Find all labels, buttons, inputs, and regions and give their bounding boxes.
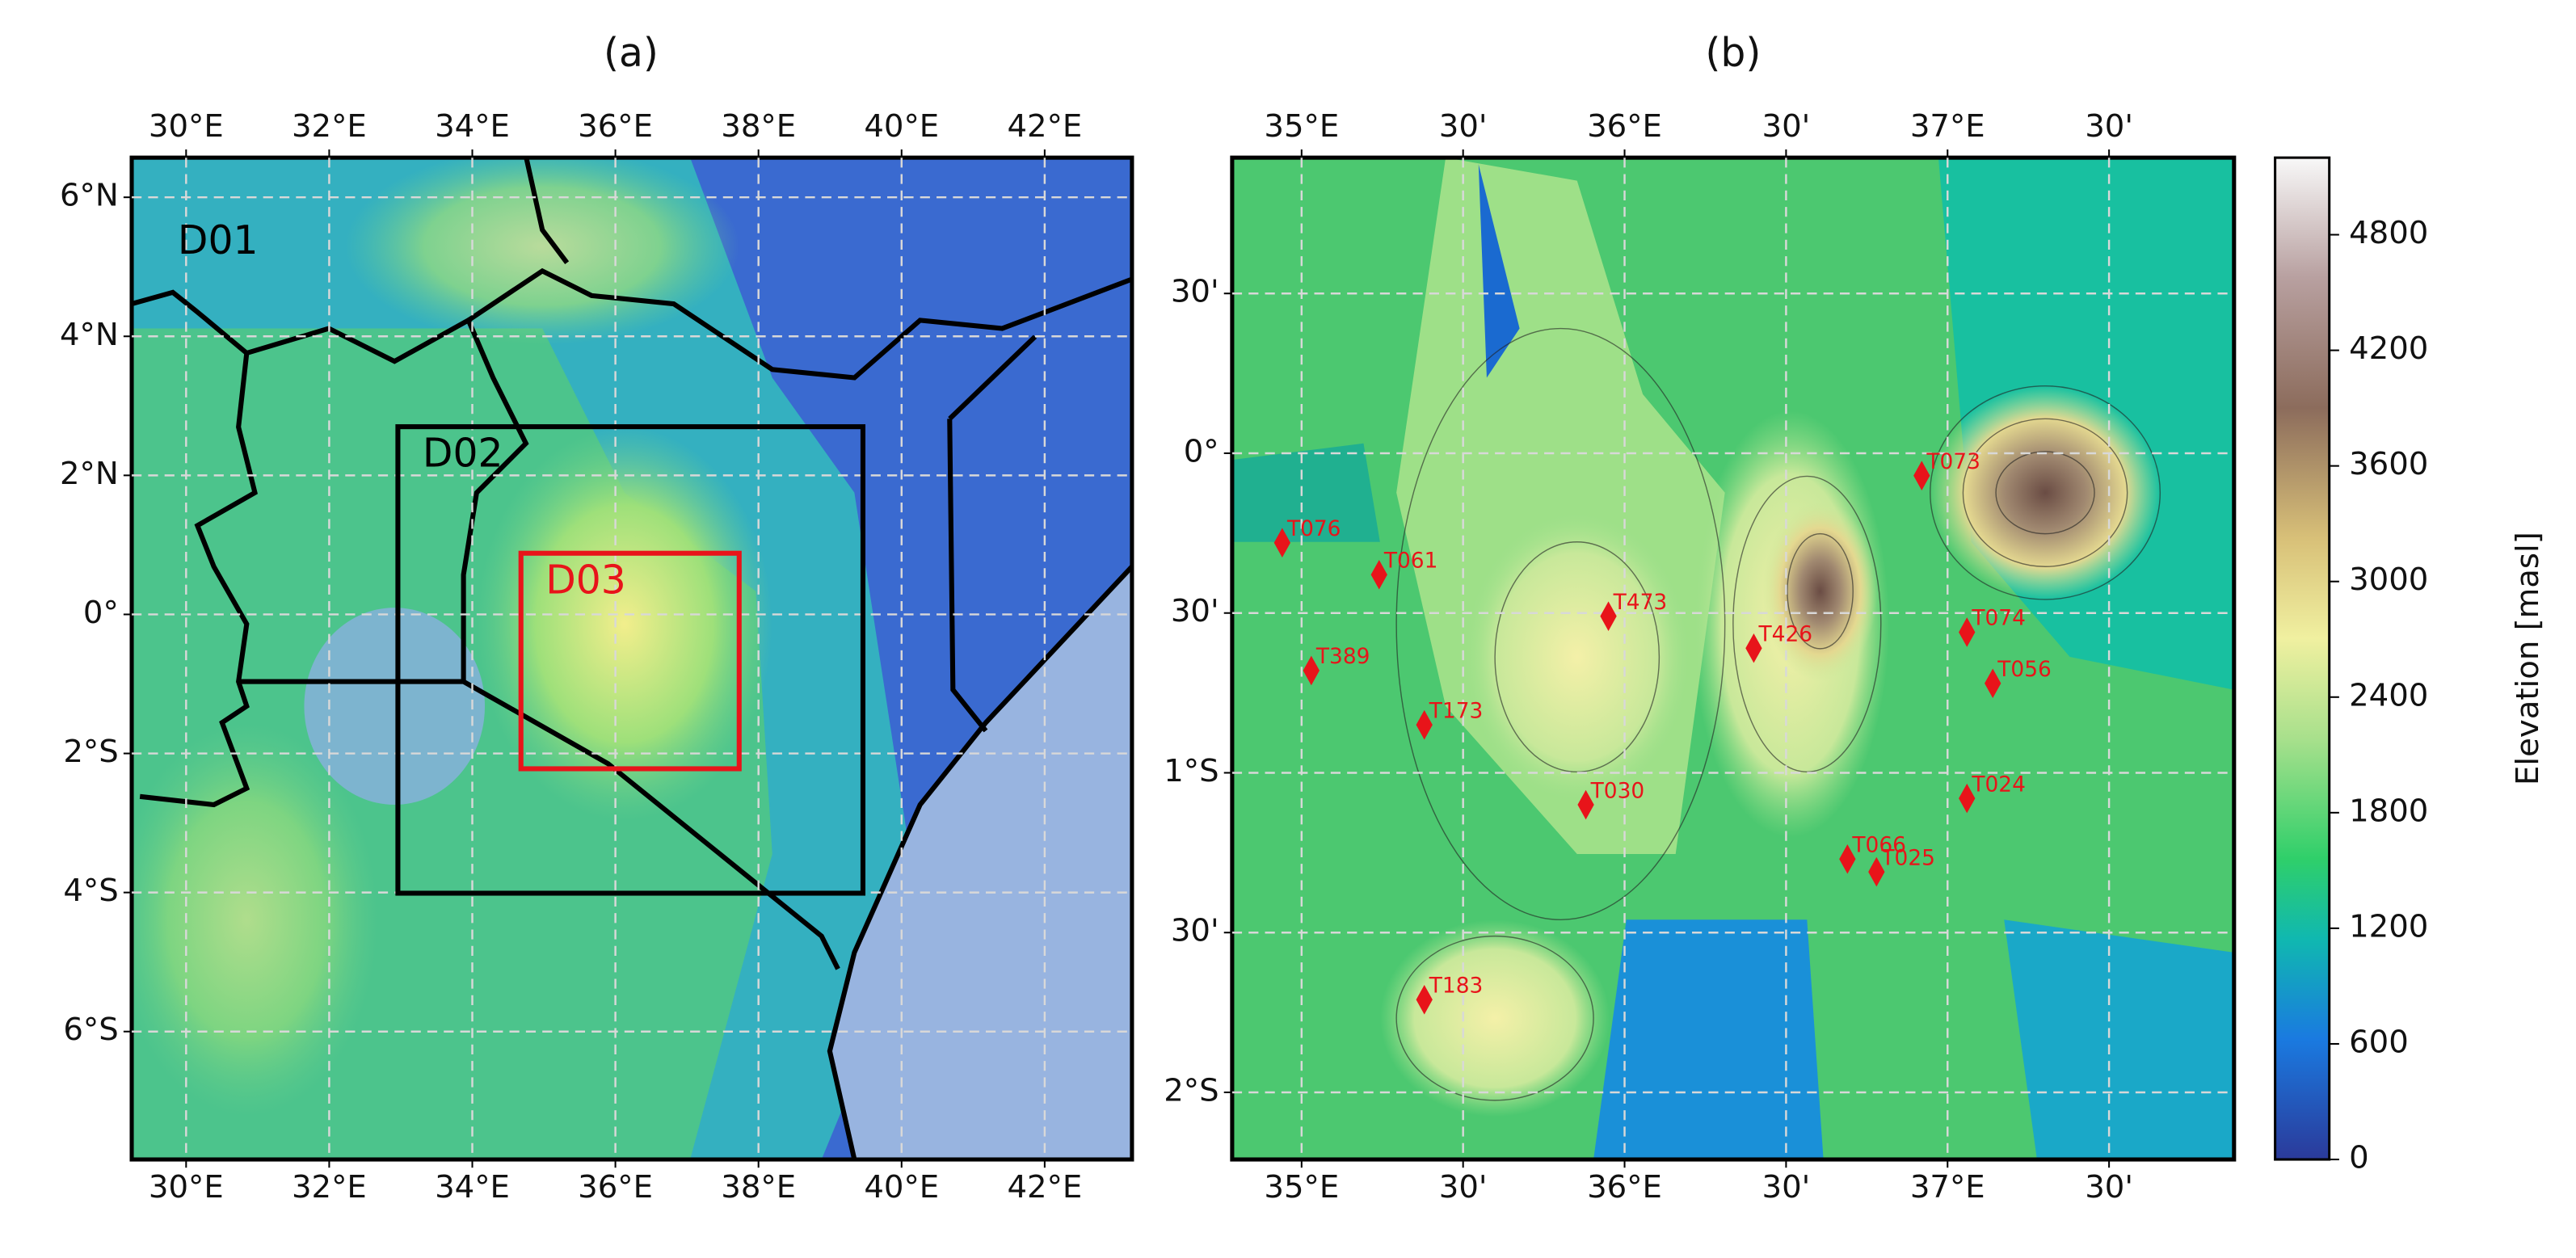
x-tick-label: 30' <box>1439 1169 1488 1205</box>
x-tick-label: 36°E <box>578 108 653 145</box>
colorbar-tick-label: 0 <box>2349 1140 2369 1176</box>
colorbar-tick-label: 2400 <box>2349 677 2428 713</box>
station-marker <box>1416 984 1433 1015</box>
x-tick-label: 34°E <box>435 108 510 145</box>
domain-label: D02 <box>423 431 503 477</box>
colorbar <box>2274 156 2331 1161</box>
panel-a-map <box>132 158 1132 1160</box>
y-tick-label: 30' <box>1171 593 1219 629</box>
x-tick-label: 38°E <box>721 108 796 145</box>
x-tick-label: 40°E <box>864 108 939 145</box>
y-tick-label: 0° <box>83 595 119 631</box>
x-tick-label: 34°E <box>435 1169 510 1205</box>
y-tick-label: 2°N <box>60 456 119 492</box>
x-tick-label: 30' <box>2085 108 2133 145</box>
station-marker <box>1985 668 2001 699</box>
station-label: T073 <box>1926 449 1980 474</box>
x-tick-label: 36°E <box>1587 108 1662 145</box>
colorbar-tick-label: 3000 <box>2349 562 2428 598</box>
colorbar-label: Elevation [masl] <box>2510 532 2546 785</box>
x-tick-label: 36°E <box>578 1169 653 1205</box>
x-tick-label: 35°E <box>1264 1169 1339 1205</box>
panel-a-title: (a) <box>604 30 659 76</box>
x-tick-label: 35°E <box>1264 108 1339 145</box>
station-marker <box>1913 461 1930 490</box>
panel-b-title: (b) <box>1705 30 1761 76</box>
y-tick-label: 1°S <box>1164 753 1219 789</box>
x-tick-label: 30°E <box>149 1169 224 1205</box>
station-label: T061 <box>1383 549 1438 574</box>
x-tick-label: 32°E <box>292 1169 367 1205</box>
domain-box <box>395 424 866 896</box>
x-tick-label: 30' <box>1762 1169 1811 1205</box>
x-tick-label: 32°E <box>292 108 367 145</box>
panel-a-frame <box>129 155 1134 1162</box>
y-tick-label: 2°S <box>63 734 118 770</box>
x-tick-label: 36°E <box>1587 1169 1662 1205</box>
station-label: T076 <box>1286 516 1341 541</box>
station-label: T066 <box>1851 833 1906 858</box>
x-tick-label: 37°E <box>1910 108 1985 145</box>
panel-b-map <box>1231 158 2234 1160</box>
station-label: T426 <box>1758 621 1813 646</box>
panel-b-frame <box>1230 155 2237 1162</box>
x-tick-label: 42°E <box>1007 108 1082 145</box>
colorbar-tick-label: 1800 <box>2349 793 2428 829</box>
station-label: T025 <box>1880 845 1935 870</box>
station-label: T056 <box>1997 657 2052 682</box>
colorbar-tick-label: 1200 <box>2349 908 2428 945</box>
y-tick-label: 6°S <box>63 1012 118 1048</box>
x-tick-label: 30' <box>1439 108 1488 145</box>
station-label: T030 <box>1590 778 1645 803</box>
y-tick-label: 30' <box>1171 913 1219 949</box>
domain-box <box>518 550 742 772</box>
colorbar-tick-label: 4800 <box>2349 215 2428 251</box>
x-tick-label: 30' <box>2085 1169 2133 1205</box>
y-tick-label: 2°S <box>1164 1072 1219 1109</box>
colorbar-tick-label: 600 <box>2349 1024 2409 1060</box>
x-tick-label: 40°E <box>864 1169 939 1205</box>
station-label: T173 <box>1429 698 1484 723</box>
x-tick-label: 30' <box>1762 108 1811 145</box>
station-label: T473 <box>1613 590 1668 615</box>
x-tick-label: 38°E <box>721 1169 796 1205</box>
colorbar-tick-label: 4200 <box>2349 330 2428 367</box>
x-tick-label: 42°E <box>1007 1169 1082 1205</box>
station-marker <box>1416 709 1433 740</box>
y-tick-label: 4°N <box>60 317 119 353</box>
domain-label: D03 <box>545 557 626 603</box>
station-label: T389 <box>1315 644 1370 669</box>
colorbar-tick-label: 3600 <box>2349 446 2428 482</box>
station-marker <box>1839 844 1856 874</box>
y-tick-label: 4°S <box>63 873 118 909</box>
y-tick-label: 6°N <box>60 178 119 214</box>
x-tick-label: 37°E <box>1910 1169 1985 1205</box>
x-tick-label: 30°E <box>149 108 224 145</box>
station-label: T024 <box>1971 772 2026 797</box>
y-tick-label: 30' <box>1171 274 1219 310</box>
station-label: T183 <box>1429 974 1484 999</box>
station-label: T074 <box>1971 606 2026 631</box>
y-tick-label: 0° <box>1184 433 1219 469</box>
domain-label: D01 <box>178 217 259 263</box>
